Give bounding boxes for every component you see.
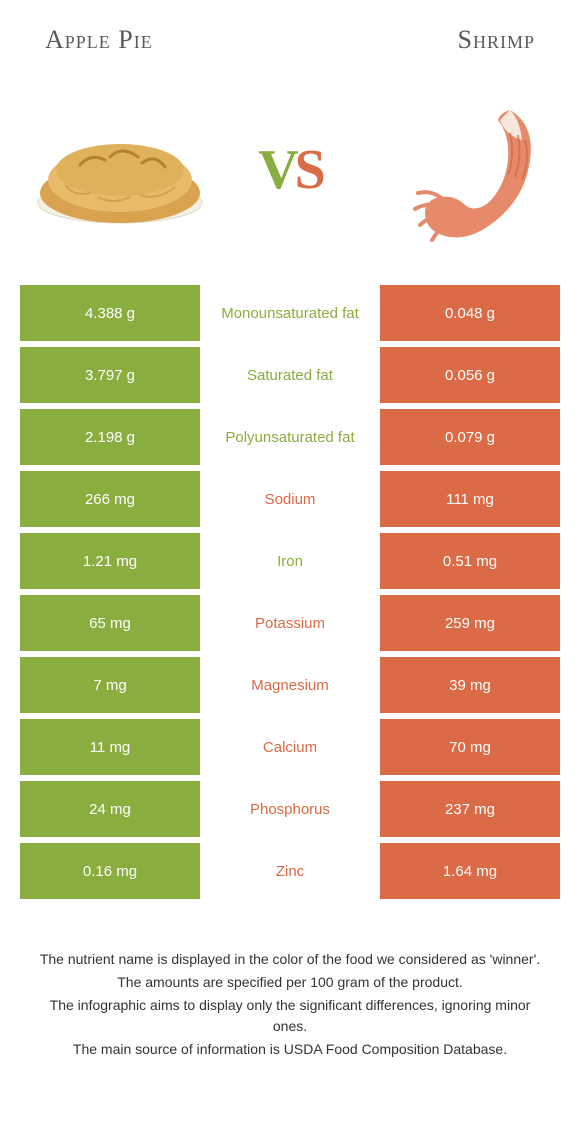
right-value: 70 mg [380,719,560,775]
left-value: 24 mg [20,781,200,837]
table-row: 266 mgSodium111 mg [20,471,560,527]
nutrient-label: Magnesium [200,657,380,713]
left-value: 4.388 g [20,285,200,341]
nutrient-label: Calcium [200,719,380,775]
table-row: 3.797 gSaturated fat0.056 g [20,347,560,403]
nutrient-label: Saturated fat [200,347,380,403]
footer-line: The amounts are specified per 100 gram o… [35,972,545,993]
right-food-image [370,85,550,255]
footer-line: The nutrient name is displayed in the co… [35,949,545,970]
right-value: 39 mg [380,657,560,713]
nutrient-label: Phosphorus [200,781,380,837]
images-row: VS [20,75,560,275]
nutrient-label: Polyunsaturated fat [200,409,380,465]
left-food-title: Apple Pie [45,25,153,55]
header: Apple Pie Shrimp [20,25,560,75]
nutrient-label: Potassium [200,595,380,651]
right-value: 259 mg [380,595,560,651]
right-value: 0.056 g [380,347,560,403]
right-value: 0.51 mg [380,533,560,589]
left-food-image [30,85,210,255]
nutrient-label: Sodium [200,471,380,527]
footer-line: The main source of information is USDA F… [35,1039,545,1060]
vs-v: V [258,139,294,201]
table-row: 4.388 gMonounsaturated fat0.048 g [20,285,560,341]
right-food-title: Shrimp [458,25,535,55]
left-value: 7 mg [20,657,200,713]
table-row: 24 mgPhosphorus237 mg [20,781,560,837]
vs-s: S [295,139,322,201]
right-value: 111 mg [380,471,560,527]
nutrient-label: Iron [200,533,380,589]
nutrient-label: Zinc [200,843,380,899]
table-row: 0.16 mgZinc1.64 mg [20,843,560,899]
nutrient-table: 4.388 gMonounsaturated fat0.048 g 3.797 g… [20,275,560,899]
table-row: 11 mgCalcium70 mg [20,719,560,775]
table-row: 2.198 gPolyunsaturated fat0.079 g [20,409,560,465]
nutrient-label: Monounsaturated fat [200,285,380,341]
footer-line: The infographic aims to display only the… [35,995,545,1037]
left-value: 1.21 mg [20,533,200,589]
footer-notes: The nutrient name is displayed in the co… [20,899,560,1060]
table-row: 7 mgMagnesium39 mg [20,657,560,713]
left-value: 3.797 g [20,347,200,403]
vs-label: VS [258,138,322,202]
right-value: 237 mg [380,781,560,837]
left-value: 2.198 g [20,409,200,465]
left-value: 11 mg [20,719,200,775]
right-value: 0.048 g [380,285,560,341]
right-value: 1.64 mg [380,843,560,899]
left-value: 266 mg [20,471,200,527]
right-value: 0.079 g [380,409,560,465]
left-value: 65 mg [20,595,200,651]
table-row: 65 mgPotassium259 mg [20,595,560,651]
left-value: 0.16 mg [20,843,200,899]
table-row: 1.21 mgIron0.51 mg [20,533,560,589]
